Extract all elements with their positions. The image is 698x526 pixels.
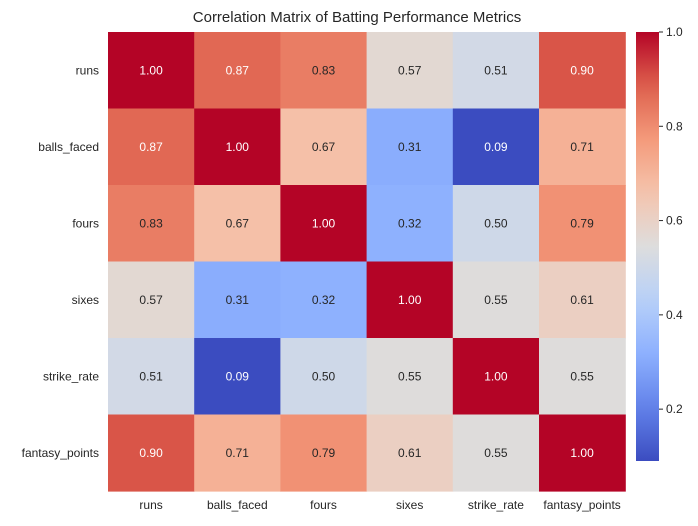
- heatmap-cell-fantasy_points-fantasy_points: [539, 414, 626, 492]
- colorbar-tick-label: 0.4: [666, 308, 683, 322]
- cell-value-label: 0.71: [226, 446, 250, 460]
- colorbar-tick-label: 0.6: [666, 214, 683, 228]
- heatmap-cell-fantasy_points-balls_faced: [194, 414, 281, 492]
- cell-value-label: 1.00: [226, 140, 250, 154]
- heatmap-cell-strike_rate-runs: [108, 338, 195, 416]
- cell-value-label: 0.32: [312, 293, 336, 307]
- col-tick-label: balls_faced: [207, 498, 268, 512]
- cell-value-label: 0.09: [226, 369, 250, 383]
- heatmap-cell-fours-sixes: [366, 185, 454, 263]
- heatmap-cell-runs-fantasy_points: [539, 32, 626, 110]
- cell-value-label: 0.55: [484, 446, 508, 460]
- cell-value-label: 1.00: [398, 293, 422, 307]
- cell-value-label: 0.79: [570, 216, 594, 230]
- cell-value-label: 0.90: [139, 446, 163, 460]
- heatmap-cell-fours-strike_rate: [452, 185, 540, 263]
- cell-value-label: 0.90: [570, 63, 594, 77]
- heatmap-cell-strike_rate-fantasy_points: [539, 338, 626, 416]
- cell-value-label: 0.61: [398, 446, 422, 460]
- cell-value-label: 0.67: [312, 140, 336, 154]
- heatmap-cell-sixes-strike_rate: [452, 261, 540, 339]
- cell-value-label: 0.67: [226, 216, 250, 230]
- cell-value-label: 0.79: [312, 446, 336, 460]
- colorbar-tick-label: 0.8: [666, 119, 683, 133]
- cell-value-label: 0.55: [570, 369, 594, 383]
- row-tick-label: strike_rate: [43, 369, 99, 383]
- cell-value-label: 0.83: [139, 216, 163, 230]
- cell-value-label: 0.57: [398, 63, 422, 77]
- heatmap-cell-sixes-balls_faced: [194, 261, 281, 339]
- cell-value-label: 1.00: [139, 63, 163, 77]
- row-tick-label: balls_faced: [38, 140, 99, 154]
- heatmap-cell-balls_faced-runs: [108, 108, 195, 186]
- row-tick-label: runs: [76, 63, 99, 77]
- heatmap-cell-fours-balls_faced: [194, 185, 281, 263]
- heatmap-cell-strike_rate-sixes: [366, 338, 454, 416]
- cell-value-label: 1.00: [312, 216, 336, 230]
- col-tick-label: sixes: [396, 498, 423, 512]
- cell-value-label: 1.00: [484, 369, 508, 383]
- cell-value-label: 0.83: [312, 63, 336, 77]
- heatmap-cell-balls_faced-fours: [280, 108, 368, 186]
- heatmap-cell-fantasy_points-runs: [108, 414, 195, 492]
- cell-value-label: 0.87: [139, 140, 163, 154]
- cell-value-label: 0.51: [484, 63, 508, 77]
- colorbar-tick-label: 0.2: [666, 402, 683, 416]
- heatmap-cell-balls_faced-sixes: [366, 108, 454, 186]
- colorbar: [636, 32, 659, 461]
- heatmap-cell-sixes-fours: [280, 261, 368, 339]
- cell-value-label: 0.55: [398, 369, 422, 383]
- row-tick-label: fantasy_points: [22, 446, 99, 460]
- heatmap-cells: 1.00 0.87 0.83 0.57 0.51 0.90 0.87 1.00 0.67 0.31…: [108, 32, 626, 492]
- cell-value-label: 0.09: [484, 140, 508, 154]
- col-tick-labels: runs balls_faced fours sixes strike_rate fant…: [139, 498, 620, 512]
- heatmap-cell-runs-sixes: [366, 32, 454, 110]
- cell-value-label: 0.32: [398, 216, 422, 230]
- cell-value-label: 1.00: [570, 446, 594, 460]
- cell-value-label: 0.31: [226, 293, 250, 307]
- col-tick-label: fours: [310, 498, 337, 512]
- heatmap-cell-strike_rate-balls_faced: [194, 338, 281, 416]
- cell-value-label: 0.31: [398, 140, 422, 154]
- cell-value-label: 0.71: [570, 140, 594, 154]
- cell-value-label: 0.55: [484, 293, 508, 307]
- cell-value-label: 0.51: [139, 369, 163, 383]
- chart-title: Correlation Matrix of Batting Performanc…: [193, 9, 521, 26]
- cell-value-label: 0.87: [226, 63, 250, 77]
- row-tick-label: fours: [72, 216, 99, 230]
- cell-value-label: 0.50: [312, 369, 336, 383]
- heatmap-cell-fours-fours: [280, 185, 368, 263]
- heatmap-cell-balls_faced-balls_faced: [194, 108, 281, 186]
- col-tick-label: fantasy_points: [543, 498, 620, 512]
- heatmap-cell-runs-fours: [280, 32, 368, 110]
- heatmap-cell-sixes-runs: [108, 261, 195, 339]
- heatmap-cell-strike_rate-fours: [280, 338, 368, 416]
- heatmap-cell-balls_faced-strike_rate: [452, 108, 540, 186]
- heatmap-cell-runs-runs: [108, 32, 195, 110]
- cell-value-label: 0.50: [484, 216, 508, 230]
- heatmap-cell-fantasy_points-sixes: [366, 414, 454, 492]
- heatmap-cell-sixes-sixes: [366, 261, 454, 339]
- heatmap-cell-runs-strike_rate: [452, 32, 540, 110]
- colorbar-tick-label: 1.0: [666, 25, 683, 39]
- heatmap-cell-strike_rate-strike_rate: [452, 338, 540, 416]
- heatmap-cell-balls_faced-fantasy_points: [539, 108, 626, 186]
- heatmap-cell-fantasy_points-fours: [280, 414, 368, 492]
- heatmap-cell-sixes-fantasy_points: [539, 261, 626, 339]
- heatmap-cell-fantasy_points-strike_rate: [452, 414, 540, 492]
- cell-value-label: 0.57: [139, 293, 163, 307]
- cell-value-label: 0.61: [570, 293, 594, 307]
- heatmap-cell-fours-fantasy_points: [539, 185, 626, 263]
- col-tick-label: runs: [139, 498, 162, 512]
- heatmap-cell-fours-runs: [108, 185, 195, 263]
- row-tick-label: sixes: [72, 293, 99, 307]
- heatmap-cell-runs-balls_faced: [194, 32, 281, 110]
- colorbar-ticks: 0.2 0.4 0.6 0.8 1.0: [659, 25, 683, 416]
- col-tick-label: strike_rate: [468, 498, 524, 512]
